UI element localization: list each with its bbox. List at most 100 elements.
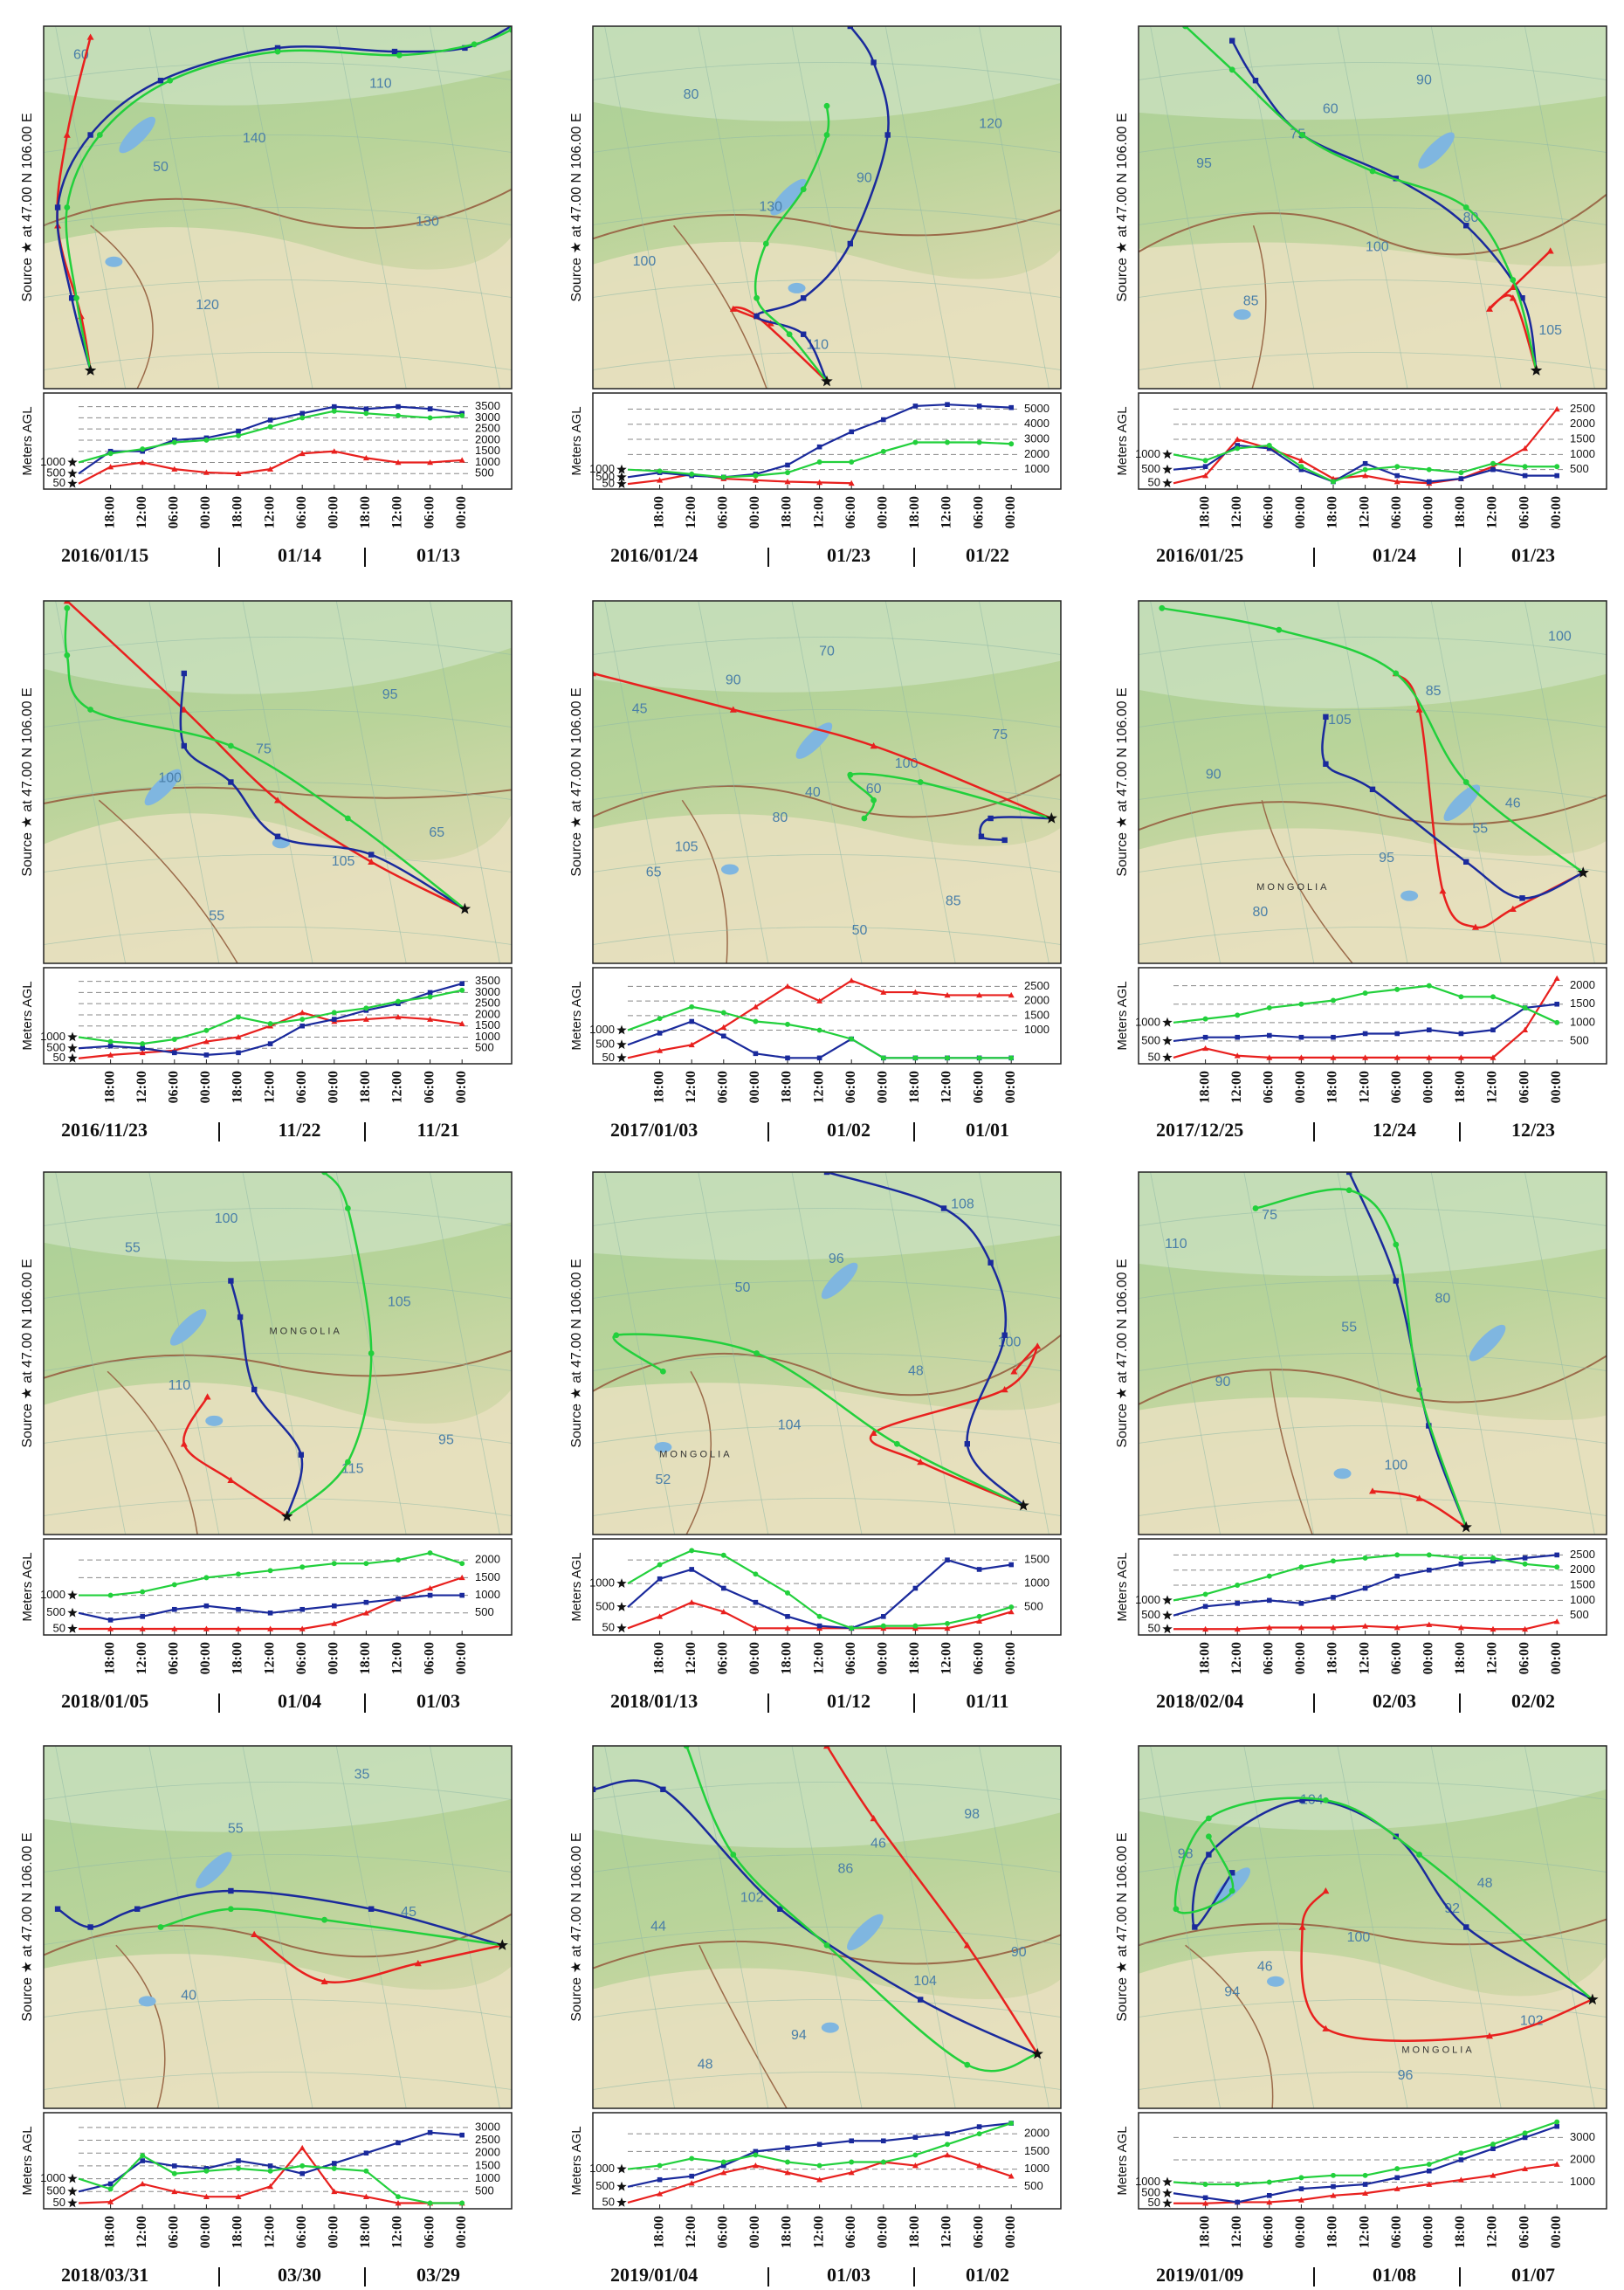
marker-circle bbox=[880, 2159, 886, 2165]
x-tick-label: 18:00 bbox=[651, 2216, 666, 2248]
marker-circle bbox=[1235, 2182, 1241, 2188]
x-tick-label: 12:00 bbox=[1229, 1071, 1244, 1103]
marker-triangle bbox=[1553, 1618, 1560, 1624]
marker-circle bbox=[1206, 1815, 1212, 1822]
x-tick-label: 00:00 bbox=[747, 1071, 762, 1103]
chart-frame bbox=[1138, 967, 1607, 1065]
source-label: Source ★ at 47.00 N 106.00 E bbox=[1115, 1832, 1130, 2021]
marker-triangle bbox=[917, 1459, 925, 1466]
source-label: Source ★ at 47.00 N 106.00 E bbox=[569, 1259, 584, 1447]
x-tick-label: 00:00 bbox=[1421, 2216, 1435, 2248]
marker-circle bbox=[917, 779, 924, 785]
marker-circle bbox=[203, 1575, 210, 1581]
marker-circle bbox=[73, 294, 79, 301]
map-grid-label: 94 bbox=[1224, 1984, 1240, 1999]
map-frame bbox=[43, 1745, 513, 2109]
marker-circle bbox=[1369, 168, 1376, 175]
marker-circle bbox=[345, 1459, 351, 1466]
marker-square bbox=[1001, 1332, 1008, 1338]
x-tick-label: 00:00 bbox=[454, 2216, 469, 2248]
marker-circle bbox=[720, 1552, 726, 1558]
map-graticule bbox=[979, 26, 1049, 389]
x-tick-label: 12:00 bbox=[1485, 2216, 1500, 2248]
marker-triangle bbox=[944, 1624, 951, 1631]
x-tick-label: 12:00 bbox=[390, 1071, 405, 1103]
marker-circle bbox=[107, 1592, 114, 1598]
marker-triangle bbox=[331, 1620, 338, 1626]
map-grid-label: 100 bbox=[1548, 630, 1572, 645]
marker-triangle bbox=[657, 2190, 664, 2197]
map-graticule bbox=[1243, 26, 1315, 389]
map-graticule bbox=[44, 352, 512, 370]
marker-circle bbox=[299, 415, 306, 421]
map-graticule bbox=[1430, 1172, 1502, 1535]
marker-square bbox=[721, 1033, 726, 1039]
map-grid-label: 60 bbox=[866, 782, 882, 797]
marker-triangle bbox=[848, 977, 855, 983]
map-lake bbox=[1469, 1324, 1506, 1362]
x-tick-label: 18:00 bbox=[231, 496, 245, 528]
marker-circle bbox=[1490, 994, 1496, 1000]
marker-circle bbox=[1298, 2175, 1304, 2181]
map-border bbox=[1251, 225, 1267, 389]
y-tick-label: 3000 bbox=[475, 410, 500, 424]
marker-circle bbox=[1159, 604, 1166, 611]
map-graticule bbox=[1139, 1927, 1607, 1945]
y-tick-label: 5000 bbox=[1024, 402, 1049, 415]
marker-circle bbox=[754, 294, 760, 301]
marker-square bbox=[427, 406, 433, 412]
marker-circle bbox=[64, 204, 71, 210]
marker-triangle bbox=[1330, 1054, 1337, 1060]
marker-square bbox=[1298, 466, 1304, 472]
chart-frame bbox=[43, 967, 513, 1065]
marker-circle bbox=[1522, 1561, 1528, 1567]
map-grid-label: 140 bbox=[243, 131, 266, 146]
marker-triangle bbox=[1297, 457, 1304, 464]
marker-triangle bbox=[1457, 2176, 1464, 2183]
map-border bbox=[593, 209, 1061, 240]
marker-triangle bbox=[299, 1625, 306, 1631]
marker-circle bbox=[321, 1916, 327, 1923]
marker-square bbox=[332, 1017, 337, 1022]
map-lake bbox=[1333, 1468, 1352, 1480]
marker-square bbox=[368, 1906, 375, 1912]
marker-square bbox=[107, 1043, 114, 1049]
x-tick-label: 12:00 bbox=[1229, 1642, 1244, 1674]
marker-square bbox=[427, 990, 433, 996]
x-tick-label: 00:00 bbox=[1421, 1071, 1435, 1103]
map-grid-label: 90 bbox=[1011, 1945, 1027, 1960]
map-graticule bbox=[1243, 1172, 1315, 1535]
x-tick-label: 06:00 bbox=[1517, 1642, 1531, 1674]
marker-square bbox=[203, 1603, 210, 1609]
start-height-label: 1000 bbox=[589, 1023, 615, 1036]
panel: 55 80 85 90 95 100 105 46 MONGOLIA Source ★ at 47… bbox=[1115, 600, 1607, 1142]
y-tick-label: 3500 bbox=[475, 974, 500, 987]
marker-square bbox=[298, 1452, 304, 1458]
marker-circle bbox=[720, 1010, 726, 1016]
map-border bbox=[90, 224, 154, 389]
map-desert bbox=[44, 1954, 512, 2108]
marker-circle bbox=[800, 186, 807, 193]
marker-circle bbox=[1323, 1797, 1329, 1804]
x-tick-label: 00:00 bbox=[1549, 2216, 1564, 2248]
marker-circle bbox=[363, 2168, 369, 2174]
marker-square bbox=[1362, 460, 1368, 466]
x-tick-label: 12:00 bbox=[262, 1071, 277, 1103]
map-frame bbox=[592, 600, 1062, 964]
map-trajectory bbox=[65, 601, 465, 910]
marker-triangle bbox=[1330, 1624, 1337, 1631]
x-tick-label: 12:00 bbox=[390, 2216, 405, 2248]
y-tick-label: 500 bbox=[475, 2184, 494, 2197]
chart-frame bbox=[592, 1538, 1062, 1636]
marker-circle bbox=[368, 1350, 375, 1356]
marker-triangle bbox=[1008, 2173, 1015, 2179]
map-graticule bbox=[44, 279, 512, 298]
marker-circle bbox=[816, 1613, 822, 1619]
altitude-line bbox=[627, 472, 852, 486]
map-grid-label: 80 bbox=[684, 87, 699, 102]
marker-circle bbox=[1362, 2172, 1368, 2178]
marker-circle bbox=[203, 2168, 210, 2174]
marker-triangle bbox=[1553, 975, 1560, 982]
start-star bbox=[67, 1624, 78, 1633]
map-lake bbox=[770, 178, 807, 216]
